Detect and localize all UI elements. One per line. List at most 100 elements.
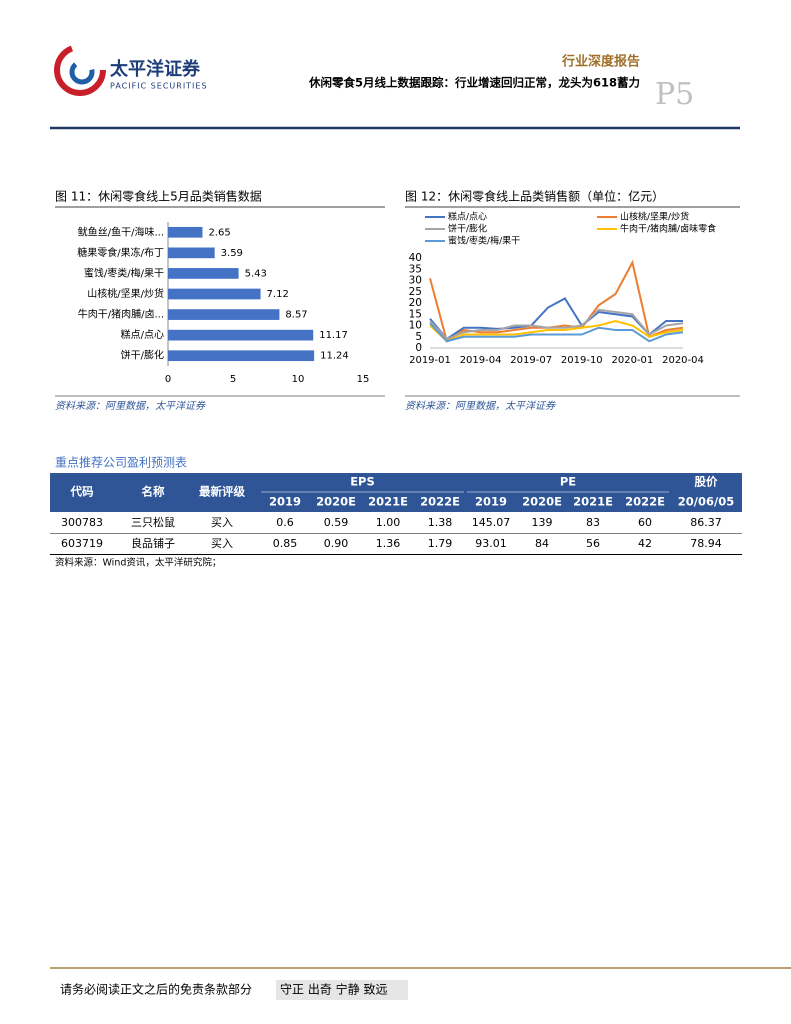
table-cell: 三只松鼠 [131, 515, 175, 529]
legend-label: 山核桃/坚果/炒货 [620, 211, 689, 223]
bar [168, 309, 280, 320]
table-cell: 1.36 [376, 537, 401, 550]
table-cell: 603719 [61, 537, 103, 550]
table-cell: 0.90 [324, 537, 349, 550]
legend-label: 糕点/点心 [448, 211, 487, 223]
x-tick-label: 0 [165, 374, 171, 385]
logo-en: PACIFIC SECURITIES [110, 82, 208, 91]
sub-header: 2022E [420, 495, 460, 509]
category-label: 糕点/点心 [121, 328, 164, 341]
table-cell: 1.79 [428, 537, 453, 550]
table-cell: 139 [532, 516, 553, 529]
table-cell: 买入 [211, 516, 233, 529]
y-tick-label: 40 [409, 252, 422, 264]
sub-header: 2021E [368, 495, 408, 509]
chart-title: 图 11：休闲零食线上5月品类销售数据 [55, 189, 262, 204]
table-cell: 145.07 [472, 516, 511, 529]
header-title: 休闲零食5月线上数据跟踪：行业增速回归正常，龙头为618蓄力 [308, 76, 640, 90]
table-cell: 1.38 [428, 516, 453, 529]
bar [168, 268, 239, 279]
table-cell: 1.00 [376, 516, 401, 529]
x-tick-label: 2020-01 [612, 355, 654, 366]
sub-header: 20/06/05 [678, 495, 734, 509]
y-tick-label: 15 [409, 308, 422, 320]
page-number: P5 [655, 77, 694, 112]
sub-header: 2021E [573, 495, 613, 509]
y-tick-label: 0 [415, 342, 422, 354]
x-tick-label: 5 [230, 374, 236, 385]
table-cell: 83 [586, 516, 600, 529]
legend-label: 饼干/膨化 [448, 223, 487, 235]
value-label: 8.57 [285, 310, 307, 321]
logo-ring [54, 44, 106, 96]
table-cell: 60 [638, 516, 652, 529]
x-tick-label: 2020-04 [662, 355, 704, 366]
table-cell: 84 [535, 537, 549, 550]
table-source: 资料来源：Wind资讯，太平洋研究院； [55, 557, 221, 569]
table-title: 重点推荐公司盈利预测表 [55, 456, 187, 470]
table-cell: 93.01 [475, 537, 507, 550]
category-label: 糖果零食/果冻/布丁 [77, 246, 164, 259]
x-tick-label: 15 [357, 374, 370, 385]
motto-box [276, 980, 408, 1000]
x-tick-label: 2019-10 [561, 355, 603, 366]
sub-header: 2020E [316, 495, 356, 509]
chart-source: 资料来源：阿里数据，太平洋证券 [405, 400, 556, 412]
table-cell: 86.37 [690, 516, 722, 529]
y-tick-label: 20 [409, 297, 422, 309]
logo-cn: 太平洋证券 [110, 58, 201, 80]
x-tick-label: 10 [292, 374, 305, 385]
category-label: 蜜饯/枣类/梅/果干 [84, 266, 164, 279]
group-header: EPS [350, 475, 375, 489]
group-header: 股价 [695, 475, 718, 489]
table-cell: 78.94 [690, 537, 722, 550]
bar [168, 226, 203, 238]
value-label: 5.43 [245, 268, 267, 279]
table-header-bg [50, 473, 742, 512]
y-tick-label: 10 [409, 320, 422, 332]
y-tick-label: 30 [409, 275, 422, 287]
table-cell: 56 [586, 537, 600, 550]
bar [168, 350, 315, 362]
sub-header: 2019 [475, 495, 507, 509]
sub-header: 2022E [625, 495, 665, 509]
x-tick-label: 2019-01 [409, 355, 451, 366]
series-line [429, 319, 684, 343]
series-line [429, 308, 684, 341]
sub-header: 2019 [269, 495, 301, 509]
x-tick-label: 2019-04 [460, 355, 502, 366]
value-label: 2.65 [208, 227, 230, 238]
table-cell: 良品铺子 [131, 536, 175, 550]
section-label: 行业深度报告 [561, 54, 640, 70]
column-header: 最新评级 [199, 485, 245, 499]
table-cell: 300783 [61, 516, 103, 529]
category-label: 饼干/膨化 [121, 349, 164, 362]
column-header: 名称 [142, 485, 165, 499]
column-header: 代码 [70, 485, 94, 499]
table-cell: 0.85 [273, 537, 298, 550]
table-cell: 0.6 [276, 516, 294, 529]
footer-disclaimer: 请务必阅读正文之后的免责条款部分 [60, 982, 252, 997]
value-label: 11.24 [320, 351, 349, 362]
logo-core [69, 59, 95, 85]
chart-source: 资料来源：阿里数据，太平洋证券 [55, 400, 206, 412]
bar [168, 247, 215, 259]
bar [168, 288, 261, 300]
table-cell: 买入 [211, 537, 233, 550]
legend-label: 蜜饯/枣类/梅/果干 [448, 235, 520, 247]
category-label: 牛肉干/猪肉脯/卤... [78, 308, 164, 321]
value-label: 7.12 [267, 289, 289, 300]
category-label: 山核桃/坚果/炒货 [87, 287, 164, 300]
chart-title: 图 12：休闲零食线上品类销售额（单位：亿元） [405, 189, 664, 204]
sub-header: 2020E [522, 495, 562, 509]
x-tick-label: 2019-07 [510, 355, 552, 366]
legend-label: 牛肉干/猪肉脯/卤味零食 [620, 223, 716, 235]
table-cell: 42 [638, 537, 652, 550]
value-label: 3.59 [221, 248, 243, 259]
category-label: 鱿鱼丝/鱼干/海味... [78, 225, 164, 238]
footer-motto: 守正 出奇 宁静 致远 [280, 982, 387, 997]
value-label: 11.17 [319, 330, 348, 341]
y-tick-label: 5 [415, 331, 422, 343]
y-tick-label: 25 [409, 286, 422, 298]
